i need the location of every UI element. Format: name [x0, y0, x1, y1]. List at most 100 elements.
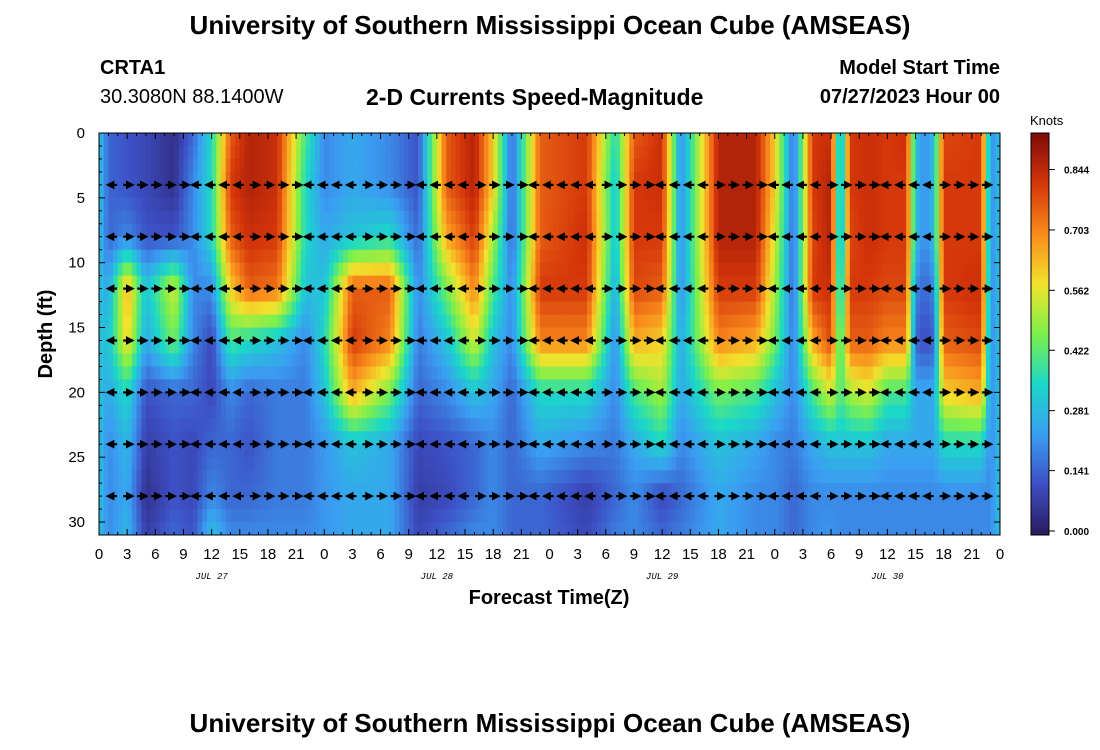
heatmap-cell — [202, 522, 208, 535]
heatmap-cell — [319, 210, 325, 225]
heatmap-cell — [178, 392, 185, 406]
heatmap-cell — [408, 171, 415, 186]
heatmap-cell — [418, 405, 424, 419]
heatmap-cell — [225, 379, 231, 393]
heatmap-cell — [535, 496, 541, 510]
heatmap-cell — [286, 366, 292, 380]
heatmap-cell — [188, 366, 194, 380]
heatmap-cell — [183, 236, 189, 251]
heatmap-cell — [432, 171, 438, 186]
heatmap-cell — [155, 301, 161, 316]
heatmap-cell — [685, 379, 691, 393]
heatmap-cell — [554, 133, 560, 147]
heatmap-cell — [113, 470, 119, 484]
heatmap-cell — [680, 418, 687, 432]
heatmap-cell — [540, 353, 546, 368]
heatmap-cell — [235, 158, 241, 173]
heatmap-cell — [202, 509, 208, 523]
heatmap-cell — [835, 314, 842, 329]
heatmap-cell — [511, 366, 518, 380]
heatmap-cell — [755, 457, 762, 471]
heatmap-cell — [103, 457, 109, 471]
heatmap-cell — [558, 470, 565, 484]
heatmap-cell — [333, 145, 339, 160]
heatmap-cell — [643, 223, 649, 238]
heatmap-cell — [272, 353, 278, 368]
heatmap-cell — [835, 392, 842, 406]
heatmap-cell — [727, 249, 734, 264]
heatmap-cell — [605, 353, 612, 368]
heatmap-cell — [516, 262, 522, 277]
heatmap-cell — [821, 431, 827, 445]
heatmap-cell — [206, 262, 213, 277]
heatmap-cell — [108, 223, 114, 238]
heatmap-cell — [197, 431, 203, 445]
heatmap-cell — [601, 145, 607, 160]
heatmap-cell — [117, 366, 124, 380]
heatmap-cell — [577, 184, 583, 199]
heatmap-cell — [136, 197, 142, 212]
heatmap-cell — [460, 353, 466, 368]
heatmap-cell — [629, 249, 635, 264]
heatmap-cell — [751, 522, 757, 535]
heatmap-cell — [206, 431, 213, 445]
heatmap-cell — [446, 483, 452, 497]
heatmap-cell — [328, 496, 335, 510]
heatmap-cell — [333, 314, 339, 329]
heatmap-cell — [502, 405, 508, 419]
heatmap-cell — [615, 366, 621, 380]
heatmap-cell — [380, 236, 386, 251]
heatmap-cell — [338, 236, 344, 251]
heatmap-cell — [249, 275, 255, 290]
heatmap-cell — [328, 418, 335, 432]
heatmap-cell — [690, 431, 696, 445]
heatmap-cell — [591, 496, 598, 510]
heatmap-cell — [141, 483, 147, 497]
heatmap-cell — [244, 392, 250, 406]
heatmap-cell — [263, 392, 269, 406]
heatmap-cell — [300, 366, 307, 380]
heatmap-cell — [314, 457, 321, 471]
heatmap-cell — [568, 223, 574, 238]
heatmap-cell — [371, 314, 377, 329]
heatmap-cell — [343, 197, 349, 212]
heatmap-cell — [103, 509, 109, 523]
heatmap-cell — [141, 366, 147, 380]
heatmap-cell — [258, 249, 264, 264]
heatmap-cell — [540, 184, 546, 199]
heatmap-cell — [770, 470, 776, 484]
heatmap-cell — [422, 275, 429, 290]
heatmap-cell — [305, 249, 311, 264]
heatmap-cell — [652, 444, 659, 458]
heatmap-cell — [699, 236, 705, 251]
heatmap-cell — [450, 236, 457, 251]
heatmap-cell — [723, 171, 729, 186]
heatmap-cell — [671, 223, 677, 238]
heatmap-cell — [282, 457, 288, 471]
heatmap-cell — [845, 405, 851, 419]
heatmap-cell — [751, 444, 757, 458]
heatmap-cell — [404, 184, 410, 199]
heatmap-cell — [216, 353, 222, 368]
heatmap-cell — [117, 353, 124, 368]
heatmap-cell — [624, 457, 630, 471]
heatmap-cell — [554, 184, 560, 199]
heatmap-cell — [807, 327, 813, 342]
heatmap-cell — [413, 184, 419, 199]
heatmap-cell — [188, 158, 194, 173]
heatmap-cell — [680, 223, 687, 238]
heatmap-cell — [399, 275, 405, 290]
heatmap-cell — [216, 509, 222, 523]
heatmap-cell — [549, 275, 555, 290]
heatmap-cell — [723, 470, 729, 484]
heatmap-cell — [113, 210, 119, 225]
heatmap-cell — [108, 405, 114, 419]
heatmap-cell — [328, 340, 335, 355]
heatmap-cell — [694, 301, 701, 316]
heatmap-cell — [793, 158, 799, 173]
heatmap-cell — [488, 327, 494, 342]
heatmap-cell — [755, 431, 762, 445]
heatmap-cell — [587, 184, 593, 199]
heatmap-cell — [319, 470, 325, 484]
heatmap-cell — [629, 496, 635, 510]
